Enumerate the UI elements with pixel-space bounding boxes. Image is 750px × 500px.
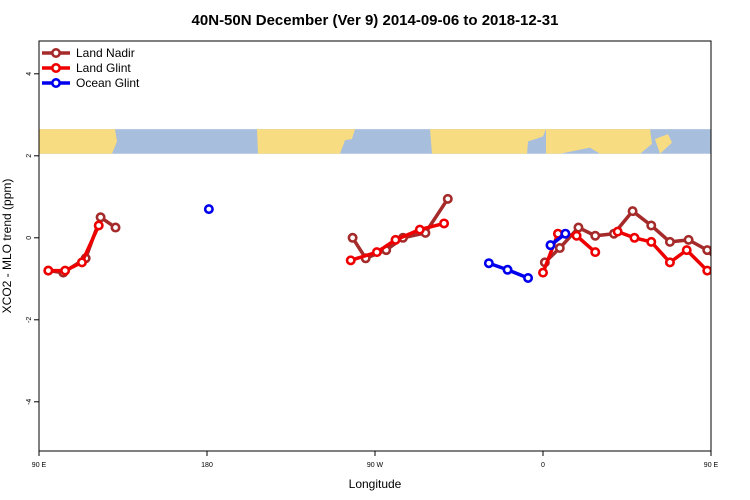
data-point [627,206,638,217]
data-point [60,265,71,276]
x-tick-label: 90 E [32,462,47,469]
legend-swatch-marker [50,47,61,58]
series-ocean-glint [203,204,571,283]
data-point [483,258,494,269]
x-axis: 90 E 180 90 W 0 90 E [32,451,719,469]
x-tick-label: 90 W [367,462,384,469]
map-land [39,129,672,154]
data-point [502,264,513,275]
data-point [664,236,675,247]
data-point [722,267,729,274]
data-point [43,265,54,276]
data-point [612,226,623,237]
y-axis-label: XCO2 - MLO trend (ppm) [0,179,14,314]
data-point [76,257,87,268]
data-point [523,272,534,283]
data-point [702,245,711,256]
data-point [702,265,711,276]
legend-label: Ocean Glint [76,76,140,90]
data-point [442,193,453,204]
data-point [683,234,694,245]
land-mass-1 [257,129,355,154]
legend-label: Land Nadir [76,46,135,60]
plot-frame [38,40,712,452]
legend-swatch-marker [50,78,61,89]
land-mass-2 [430,129,546,154]
chart-title: 40N-50N December (Ver 9) 2014-09-06 to 2… [192,12,559,29]
land-mass-3 [546,129,652,154]
x-axis-label: Longitude [349,477,402,491]
x-tick-label: 180 [201,462,213,469]
land-mass-0 [39,129,117,154]
y-tick-label: 4 [26,72,33,76]
data-point [95,212,106,223]
data-point [590,230,601,241]
data-point [737,261,744,268]
data-point [741,267,748,274]
data-point [573,222,584,233]
data-point [390,234,401,245]
data-point [681,245,692,256]
y-axis: -4 -2 0 2 4 [26,72,39,405]
y-tick-label: -4 [26,399,33,405]
data-point [646,236,657,247]
y-tick-label: -2 [26,317,33,323]
legend-item: Ocean Glint [42,76,140,90]
data-point [560,228,571,239]
world-map-band [39,129,711,154]
data-point [110,222,121,233]
series-line [48,224,101,273]
data-point [93,220,104,231]
legend-item: Land Glint [42,61,131,75]
y-tick-label: 0 [26,236,33,240]
legend-item: Land Nadir [42,46,135,60]
legend-label: Land Glint [76,61,131,75]
series-line [351,197,450,261]
data-point [571,230,582,241]
data-point [347,232,358,243]
data-point [545,240,556,251]
data-point [590,247,601,258]
land-mass-4 [655,134,672,154]
data-point [537,267,548,278]
data-point [629,232,640,243]
x-tick-label: 0 [541,462,545,469]
series-land-glint [43,218,744,278]
data-point [414,224,425,235]
y-tick-label: 2 [26,154,33,158]
x-tick-label: 90 E [704,462,719,469]
data-point [203,204,214,215]
legend-swatch-marker [50,63,61,74]
series-layer [43,193,748,283]
data-point [371,247,382,258]
data-point [720,269,727,276]
data-point [439,218,450,229]
data-point [664,257,675,268]
data-point [554,243,565,254]
data-point [646,220,657,231]
data-point [345,255,356,266]
